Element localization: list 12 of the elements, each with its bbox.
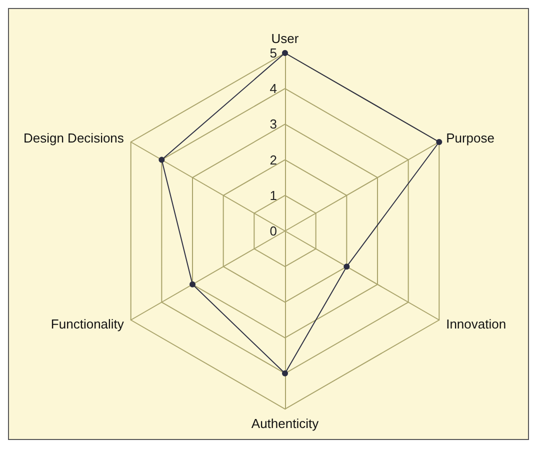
y-tick-label: 3 bbox=[270, 116, 277, 132]
y-tick-label: 2 bbox=[270, 152, 277, 168]
spoke-label: Functionality bbox=[50, 316, 124, 332]
y-tick-label: 4 bbox=[270, 81, 277, 96]
spoke-label: Design Decisions bbox=[23, 130, 124, 146]
spoke-label: Innovation bbox=[446, 316, 506, 332]
y-tick-label: 0 bbox=[270, 224, 277, 238]
spoke-label: User bbox=[271, 31, 300, 46]
y-tick-label: 1 bbox=[270, 188, 277, 203]
spoke-label: Purpose bbox=[446, 130, 495, 146]
y-tick-label: 5 bbox=[270, 46, 277, 60]
spoke-label: Authenticity bbox=[251, 416, 320, 431]
